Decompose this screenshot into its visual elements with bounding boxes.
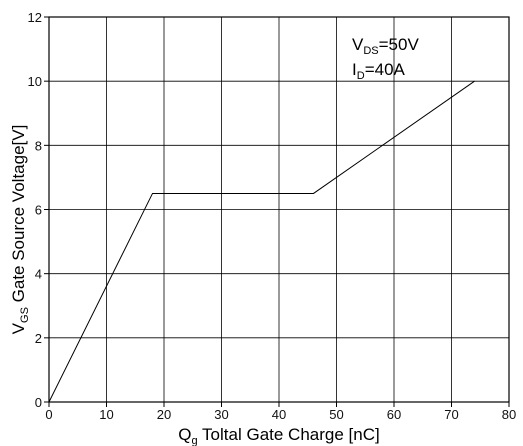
x-tick-label: 0 — [45, 407, 52, 422]
y-tick-label: 4 — [35, 267, 42, 282]
x-tick-label: 30 — [214, 407, 228, 422]
y-tick-label: 10 — [28, 74, 42, 89]
x-axis-label: Qg Toltal Gate Charge [nC] — [178, 425, 379, 446]
y-axis-label: VGS Gate Source Voltage[V] — [9, 125, 31, 335]
x-tick-label: 10 — [99, 407, 113, 422]
x-tick-label: 60 — [387, 407, 401, 422]
x-tick-label: 20 — [157, 407, 171, 422]
annotation-vds: VDS=50V — [352, 35, 419, 57]
x-tick-label: 70 — [444, 407, 458, 422]
y-tick-label: 0 — [35, 395, 42, 410]
y-tick-label: 2 — [35, 331, 42, 346]
series — [48, 80, 475, 403]
tick-labels: 0 10 20 30 40 50 60 70 80 0 2 4 6 8 10 12 — [28, 10, 517, 422]
x-tick-label: 80 — [502, 407, 516, 422]
grid — [49, 17, 509, 402]
x-tick-label: 50 — [329, 407, 343, 422]
y-tick-label: 6 — [35, 203, 42, 218]
annotation-id: ID=40A — [352, 60, 406, 82]
y-tick-label: 8 — [35, 138, 42, 153]
ticks — [44, 16, 510, 407]
series-line — [48, 80, 475, 403]
y-tick-label: 12 — [28, 10, 42, 25]
x-tick-label: 40 — [272, 407, 286, 422]
